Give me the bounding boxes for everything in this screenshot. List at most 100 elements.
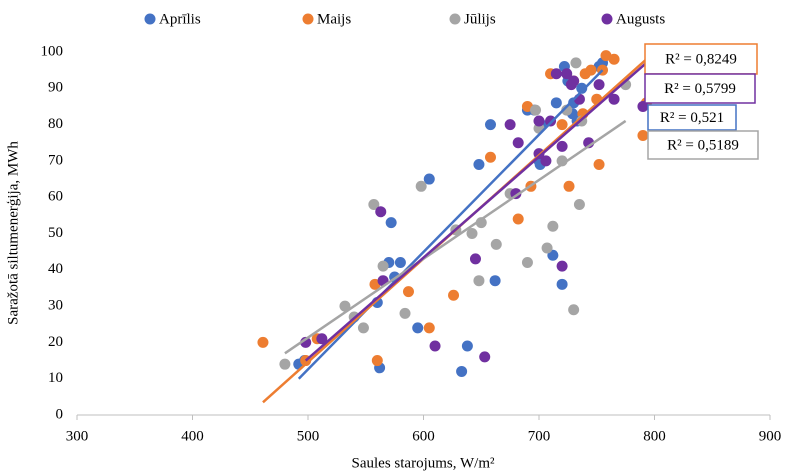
point	[423, 173, 435, 185]
point	[576, 82, 588, 94]
y-tick-label: 60	[48, 189, 63, 205]
r2-box	[644, 73, 756, 104]
point	[568, 75, 580, 87]
point	[456, 365, 468, 377]
point	[593, 79, 605, 91]
point	[412, 322, 424, 334]
point	[399, 307, 411, 319]
point	[637, 129, 649, 141]
point	[394, 257, 406, 269]
point	[415, 180, 427, 192]
y-tick-label: 100	[41, 43, 64, 59]
r2-label: R² = 0,5799	[664, 81, 736, 97]
point	[556, 278, 568, 290]
point	[561, 68, 573, 80]
legend-marker	[601, 13, 613, 25]
point	[339, 300, 351, 312]
point	[279, 358, 291, 370]
legend-marker	[449, 13, 461, 25]
point	[448, 289, 460, 301]
y-tick-label: 70	[48, 152, 63, 168]
point	[402, 286, 414, 298]
r2-box	[647, 104, 737, 131]
r2-label: R² = 0,521	[660, 110, 724, 126]
point	[466, 228, 478, 239]
trendline	[304, 61, 648, 362]
y-tick-label: 90	[48, 80, 63, 96]
y-tick-label: 20	[48, 334, 63, 350]
point	[547, 220, 559, 232]
point	[530, 104, 542, 116]
point	[608, 53, 620, 65]
r2-box	[647, 130, 759, 160]
x-tick-label: 800	[643, 428, 666, 444]
point	[257, 336, 269, 348]
y-tick-label: 80	[48, 116, 63, 132]
y-tick-label: 30	[48, 298, 63, 314]
point	[568, 304, 580, 316]
point	[461, 340, 473, 352]
y-axis-label: Saražotā siltumenerģija, MWh	[5, 141, 21, 325]
y-tick-label: 10	[48, 370, 63, 386]
point	[423, 322, 435, 334]
point	[377, 260, 389, 272]
legend-label: Jūlijs	[464, 11, 496, 27]
point	[556, 140, 568, 152]
legend-marker	[144, 13, 156, 25]
r2-label: R² = 0,8249	[665, 51, 737, 67]
point	[489, 275, 501, 287]
point	[550, 68, 562, 80]
point	[357, 322, 369, 334]
x-tick-label: 300	[66, 428, 89, 444]
point	[540, 155, 552, 167]
r2-label: R² = 0,5189	[667, 137, 739, 153]
point	[556, 119, 568, 131]
point	[545, 115, 557, 127]
y-tick-label: 0	[56, 406, 64, 422]
point	[512, 137, 524, 149]
point	[593, 159, 605, 171]
point	[368, 198, 380, 210]
point	[484, 151, 496, 163]
point	[316, 333, 328, 345]
point	[570, 57, 582, 69]
x-tick-label: 500	[297, 428, 320, 444]
point	[490, 238, 502, 250]
point	[371, 355, 383, 367]
x-tick-label: 400	[181, 428, 204, 444]
point	[473, 159, 485, 171]
legend-label: Maijs	[317, 11, 351, 27]
point	[521, 257, 533, 269]
point	[585, 64, 597, 76]
point	[479, 351, 491, 363]
point	[541, 242, 553, 254]
point	[484, 119, 496, 131]
legend-label: Augusts	[616, 11, 665, 27]
point	[385, 217, 397, 229]
trendline	[297, 69, 604, 380]
y-tick-label: 40	[48, 261, 63, 277]
legend-marker	[302, 13, 314, 25]
point	[504, 119, 516, 131]
point	[561, 104, 573, 116]
r2-box	[644, 43, 758, 75]
x-tick-label: 600	[412, 428, 435, 444]
point	[512, 213, 524, 225]
point	[573, 198, 585, 210]
x-tick-label: 700	[528, 428, 551, 444]
point	[556, 260, 568, 272]
y-tick-label: 50	[48, 225, 63, 241]
x-axis-label: Saules starojums, W/m²	[352, 455, 495, 471]
point	[608, 93, 620, 105]
point	[550, 97, 562, 109]
legend-label: Aprīlis	[159, 11, 201, 27]
point	[533, 115, 545, 127]
point	[473, 275, 485, 287]
point	[563, 180, 575, 192]
point	[469, 253, 481, 265]
point	[429, 340, 441, 352]
point	[375, 206, 387, 218]
x-tick-label: 900	[759, 428, 782, 444]
trendline	[284, 119, 627, 355]
